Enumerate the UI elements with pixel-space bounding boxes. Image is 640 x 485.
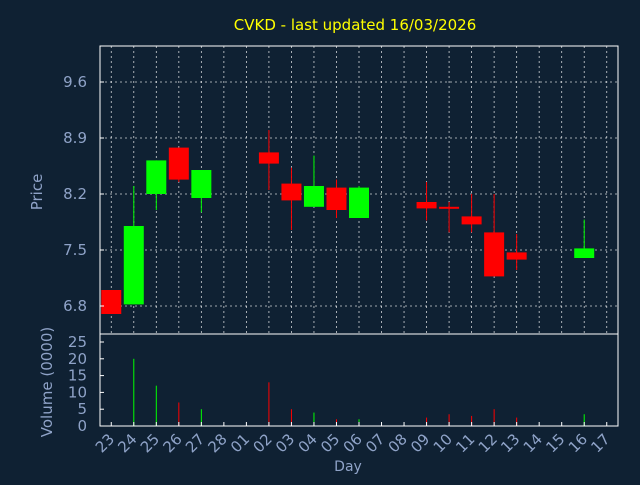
volume-tick-label: 5 [77,400,87,418]
candle-body [326,187,347,210]
candle-body [416,202,437,209]
volume-tick-label: 0 [77,417,87,435]
volume-tick-label: 10 [68,383,87,401]
candle-body [258,152,279,164]
candle-body [101,290,122,314]
volume-tick-label: 15 [68,367,87,385]
price-tick-label: 7.5 [63,241,87,259]
price-grid [100,46,618,334]
candle-body [484,232,505,277]
volume-axis-label: Volume (0000) [38,327,56,437]
candle-body [349,187,369,218]
volume-tick-label: 20 [68,350,87,368]
volume-tick-label: 25 [68,333,87,351]
candle-body [461,216,482,225]
candles [101,130,595,314]
price-tick-label: 6.8 [63,297,87,315]
chart-title: CVKD - last updated 16/03/2026 [234,16,477,34]
price-ticks: 6.8 7.5 8.2 8.9 9.6 [63,73,104,315]
candle-body [574,248,595,258]
price-tick-label: 8.9 [63,129,87,147]
price-tick-label: 8.2 [63,185,87,203]
x-axis-label: Day [334,459,362,475]
candle-body [146,160,167,194]
candle-body [168,147,189,180]
price-axis-label: Price [28,174,46,211]
candle-body [281,183,302,201]
candle-body [439,206,460,209]
price-tick-label: 9.6 [63,73,87,91]
candle-body [506,252,527,260]
candle-body [123,226,144,305]
candle-body [191,170,212,198]
candle-body [303,186,324,207]
